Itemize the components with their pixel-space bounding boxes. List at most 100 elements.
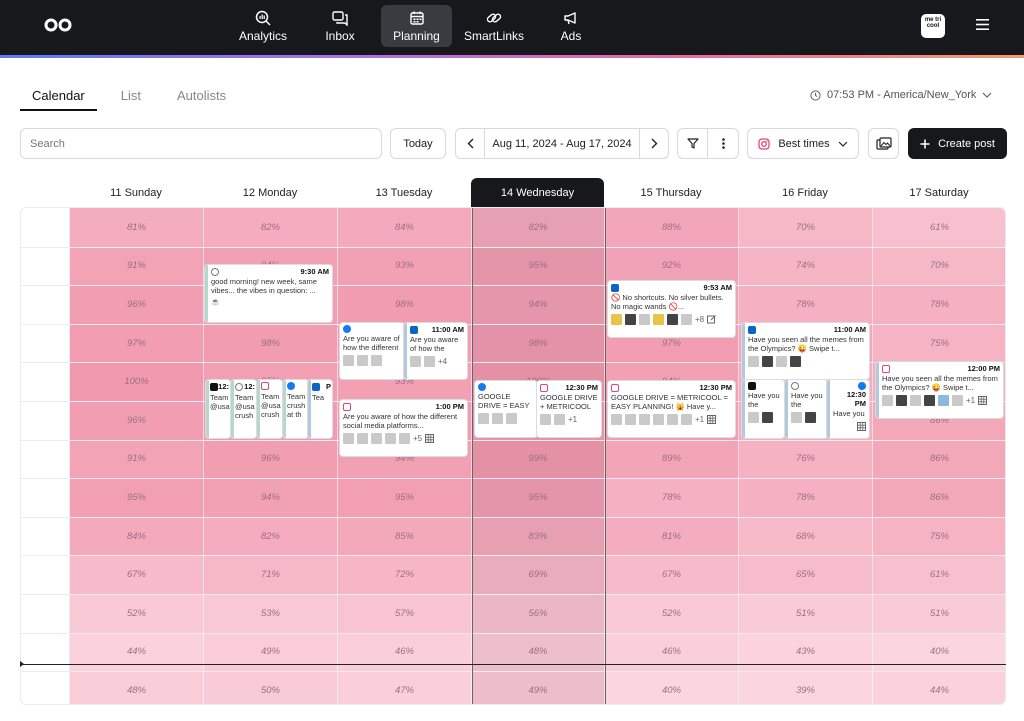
best-time-cell[interactable]: 74% [739, 246, 873, 286]
post-card[interactable]: Have you the meme [742, 380, 784, 438]
best-times-select[interactable]: Best times [747, 128, 859, 159]
nav-analytics[interactable]: Analytics [233, 5, 293, 47]
post-card[interactable]: 12: Team @usa [206, 380, 230, 438]
best-time-cell[interactable]: 46% [338, 632, 472, 672]
best-time-cell[interactable]: 78% [739, 478, 873, 517]
best-time-cell[interactable]: 98% [472, 323, 605, 363]
best-time-cell[interactable]: 40% [605, 671, 739, 704]
best-time-cell[interactable]: 83% [472, 516, 605, 556]
nav-smartlinks[interactable]: SmartLinks [462, 5, 526, 47]
post-card[interactable]: Team @usa crush [257, 380, 282, 438]
best-time-cell[interactable]: 51% [739, 594, 873, 633]
media-library-button[interactable] [868, 128, 899, 159]
best-time-cell[interactable]: 85% [338, 516, 472, 556]
best-time-cell[interactable]: 43% [739, 632, 873, 672]
best-time-cell[interactable]: 89% [605, 439, 739, 479]
best-time-cell[interactable]: 84% [338, 208, 472, 247]
best-time-cell[interactable]: 70% [739, 208, 873, 247]
best-time-cell[interactable]: 53% [204, 594, 338, 633]
best-time-cell[interactable]: 52% [70, 594, 204, 633]
nav-inbox[interactable]: Inbox [320, 5, 360, 47]
nav-ads[interactable]: Ads [556, 5, 586, 47]
best-time-cell[interactable]: 67% [605, 555, 739, 594]
best-time-cell[interactable]: 95% [472, 478, 605, 517]
tab-autolists[interactable]: Autolists [177, 88, 227, 103]
best-time-cell[interactable]: 39% [739, 671, 873, 704]
best-time-cell[interactable]: 68% [739, 516, 873, 556]
best-time-cell[interactable]: 99% [472, 439, 605, 479]
best-time-cell[interactable]: 81% [70, 208, 204, 247]
best-time-cell[interactable]: 51% [873, 594, 1005, 633]
best-time-cell[interactable]: 65% [739, 555, 873, 594]
best-time-cell[interactable]: 48% [70, 671, 204, 704]
best-time-cell[interactable]: 47% [338, 671, 472, 704]
today-button[interactable]: Today [390, 128, 446, 159]
post-card[interactable]: 12:30 PM GOOGLE DRIVE + METRICOOL +1 [537, 381, 601, 437]
best-time-cell[interactable]: 69% [472, 555, 605, 594]
best-time-cell[interactable]: 61% [873, 208, 1005, 247]
best-time-cell[interactable]: 50% [204, 671, 338, 704]
best-time-cell[interactable]: 61% [873, 555, 1005, 594]
best-time-cell[interactable]: 95% [338, 478, 472, 517]
post-card[interactable]: 9:30 AM good morning! new week, same vib… [205, 265, 332, 322]
more-options-button[interactable] [708, 129, 738, 158]
best-time-cell[interactable]: 70% [873, 246, 1005, 286]
post-card[interactable]: P Tea [308, 380, 332, 438]
best-time-cell[interactable]: 84% [70, 516, 204, 556]
post-card[interactable]: Team crush at th [283, 380, 308, 438]
account-avatar[interactable]: me tri cool [921, 14, 945, 38]
search-input[interactable] [20, 128, 382, 159]
timezone-selector[interactable]: 07:53 PM - America/New_York [810, 89, 992, 101]
post-card[interactable]: 12:00 PM Have you seen all the memes fro… [876, 362, 1003, 418]
best-time-cell[interactable]: 78% [605, 478, 739, 517]
create-post-button[interactable]: Create post [908, 128, 1007, 159]
best-time-cell[interactable]: 96% [204, 439, 338, 479]
tab-calendar[interactable]: Calendar [20, 88, 97, 111]
best-time-cell[interactable]: 52% [605, 594, 739, 633]
best-time-cell[interactable]: 97% [70, 323, 204, 363]
best-time-cell[interactable]: 91% [70, 439, 204, 479]
best-time-cell[interactable]: 46% [605, 632, 739, 672]
best-time-cell[interactable]: 96% [70, 401, 204, 440]
best-time-cell[interactable]: 78% [873, 285, 1005, 324]
best-time-cell[interactable]: 94% [204, 478, 338, 517]
metricool-logo-icon[interactable] [44, 17, 72, 33]
best-time-cell[interactable]: 98% [338, 285, 472, 324]
post-card[interactable]: GOOGLE DRIVE = EASY PLANNI [475, 381, 537, 437]
best-time-cell[interactable]: 93% [338, 246, 472, 286]
post-card[interactable]: Are you aware of how the different socia… [340, 323, 404, 379]
best-time-cell[interactable]: 82% [204, 516, 338, 556]
best-time-cell[interactable]: 48% [472, 632, 605, 672]
best-time-cell[interactable]: 92% [605, 246, 739, 286]
post-card[interactable]: 1:00 PM Are you aware of how the differe… [340, 400, 467, 456]
best-time-cell[interactable]: 98% [204, 323, 338, 363]
post-card[interactable]: 11:00 AM Are you aware of how the differ… [404, 323, 467, 379]
date-range-text[interactable]: Aug 11, 2024 - Aug 17, 2024 [492, 137, 632, 150]
best-time-cell[interactable]: 72% [338, 555, 472, 594]
best-time-cell[interactable]: 94% [472, 285, 605, 324]
post-card[interactable]: 9:53 AM 🚫 No shortcuts. No silver bullet… [608, 281, 735, 337]
best-time-cell[interactable]: 91% [70, 246, 204, 286]
post-card[interactable]: 12: Team @usa crush [231, 380, 256, 438]
best-time-cell[interactable]: 76% [739, 439, 873, 479]
best-time-cell[interactable]: 49% [472, 671, 605, 704]
best-time-cell[interactable]: 100% [70, 362, 204, 401]
best-time-cell[interactable]: 67% [70, 555, 204, 594]
post-card[interactable]: 12:30 PM Have you [827, 380, 869, 438]
best-time-cell[interactable]: 88% [605, 208, 739, 247]
best-time-cell[interactable]: 56% [472, 594, 605, 633]
tab-list[interactable]: List [120, 88, 141, 103]
post-card[interactable]: Have you the meme [785, 380, 827, 438]
best-time-cell[interactable]: 82% [204, 208, 338, 247]
best-time-cell[interactable]: 82% [472, 208, 605, 247]
post-card[interactable]: 11:00 AM Have you seen all the memes fro… [742, 323, 869, 379]
best-time-cell[interactable]: 40% [873, 632, 1005, 672]
best-time-cell[interactable]: 86% [873, 439, 1005, 479]
best-time-cell[interactable]: 44% [70, 632, 204, 672]
best-time-cell[interactable]: 95% [472, 246, 605, 286]
previous-week-button[interactable] [456, 129, 485, 158]
nav-planning[interactable]: Planning [381, 5, 452, 47]
best-time-cell[interactable]: 75% [873, 323, 1005, 363]
filter-button[interactable] [678, 129, 708, 158]
next-week-button[interactable] [639, 129, 668, 158]
